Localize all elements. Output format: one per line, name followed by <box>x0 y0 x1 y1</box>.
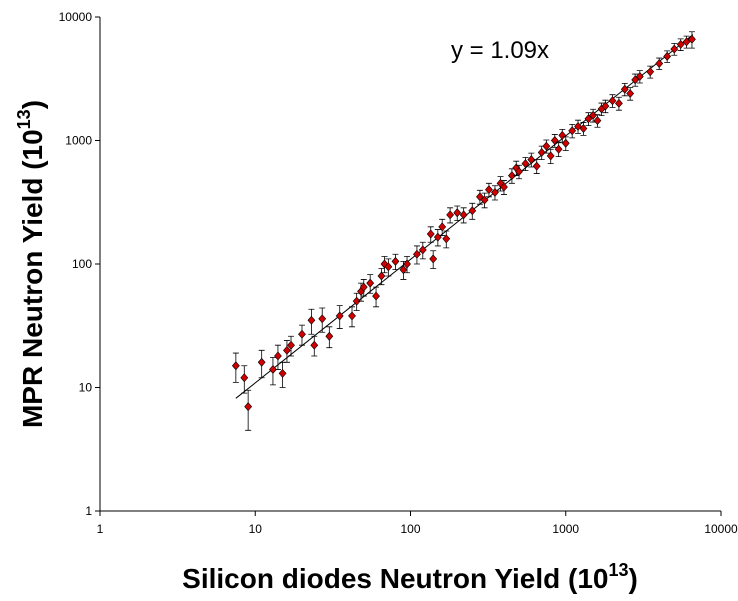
data-point <box>608 96 617 106</box>
data-point <box>635 72 644 81</box>
data-point <box>442 234 451 244</box>
data-point <box>631 75 640 85</box>
data-point <box>413 249 421 259</box>
data-point <box>298 329 306 339</box>
data-point <box>682 37 691 47</box>
data-point <box>426 229 435 239</box>
data-point <box>542 141 551 151</box>
data-point <box>589 110 597 120</box>
data-point <box>579 124 588 133</box>
data-point <box>403 259 411 269</box>
data-point <box>335 311 344 321</box>
data-point <box>399 265 408 275</box>
data-point <box>269 364 277 374</box>
data-point <box>615 98 623 108</box>
data-point <box>359 282 368 292</box>
data-point <box>485 185 493 195</box>
x-tick-label: 100 <box>400 522 420 536</box>
data-point <box>646 67 655 77</box>
data-point <box>670 44 679 54</box>
y-axis-title: MPR Neutron Yield (1013) <box>14 100 48 428</box>
x-axis-title: Silicon diodes Neutron Yield (1013) <box>182 560 638 594</box>
data-point <box>348 311 356 321</box>
data-point <box>377 271 386 281</box>
data-point <box>532 161 541 171</box>
data-point <box>240 373 249 383</box>
data-point <box>584 114 593 124</box>
data-point <box>310 340 319 350</box>
data-point <box>446 210 455 220</box>
data-point <box>476 192 484 202</box>
data-point <box>480 195 489 205</box>
data-point <box>626 89 635 98</box>
data-point <box>274 351 282 361</box>
x-tick-label: 1 <box>97 522 104 536</box>
data-point <box>283 345 291 355</box>
data-point <box>568 126 577 136</box>
data-point <box>418 245 427 255</box>
x-tick-label: 10000 <box>704 522 738 536</box>
data-point <box>500 182 508 192</box>
data-point <box>676 39 685 49</box>
data-point <box>550 136 559 145</box>
data-point <box>521 159 530 169</box>
data-point <box>352 296 361 306</box>
data-point <box>287 340 295 350</box>
data-point <box>561 138 570 148</box>
data-point <box>307 315 316 325</box>
data-point <box>491 187 499 197</box>
x-tick-label: 10 <box>249 522 263 536</box>
y-tick-label: 10000 <box>59 10 93 24</box>
data-point <box>601 101 610 111</box>
data-point <box>459 210 468 220</box>
y-tick-label: 10 <box>79 381 93 395</box>
data-point <box>655 59 664 68</box>
data-point <box>366 278 375 288</box>
data-point <box>663 51 672 61</box>
data-point <box>438 222 447 232</box>
data-point <box>468 206 477 216</box>
data-point <box>318 314 327 324</box>
data-point <box>593 116 602 126</box>
data-point <box>384 262 393 272</box>
fit-annotation: y = 1.09x <box>451 37 549 64</box>
data-point <box>508 171 516 181</box>
data-point <box>257 357 266 367</box>
data-point <box>372 291 380 301</box>
data-point <box>325 331 334 341</box>
y-tick-label: 1000 <box>65 134 92 148</box>
data-point <box>558 130 567 140</box>
data-point <box>515 167 523 177</box>
data-point <box>537 148 546 157</box>
data-point <box>231 361 240 371</box>
data-point <box>546 151 555 161</box>
data-point <box>554 144 563 154</box>
data-point <box>620 84 629 94</box>
data-point <box>391 256 400 266</box>
data-point <box>278 368 287 378</box>
y-tick-label: 100 <box>72 257 92 271</box>
x-tick-label: 1000 <box>552 522 579 536</box>
y-tick-label: 1 <box>85 504 92 518</box>
data-point <box>453 208 462 218</box>
data-point <box>574 121 582 131</box>
data-point <box>527 155 536 165</box>
data-point <box>429 254 438 264</box>
data-point <box>244 402 253 412</box>
data-point <box>688 34 696 44</box>
